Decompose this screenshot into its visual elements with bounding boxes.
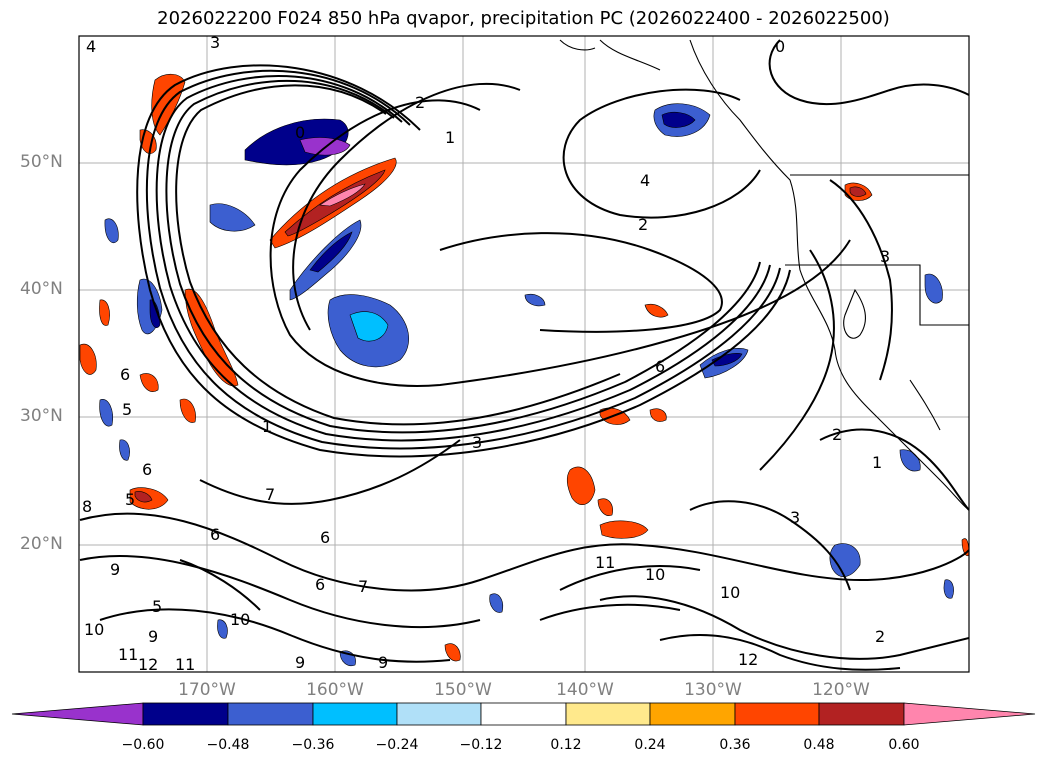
contour-label: 1	[872, 453, 882, 472]
contour-label: 1	[445, 128, 455, 147]
lon-label-150w: 150°W	[434, 680, 492, 700]
lat-label-30n: 30°N	[20, 406, 63, 426]
contour-label: 9	[295, 653, 305, 672]
map-background	[79, 36, 969, 672]
contour-label: 12	[738, 650, 758, 669]
colorbar-tick: −0.60	[121, 737, 165, 753]
contour-label: 2	[832, 425, 842, 444]
lon-label-170w: 170°W	[178, 680, 236, 700]
contour-label: 12	[138, 655, 158, 674]
figure-title: 2026022200 F024 850 hPa qvapor, precipit…	[157, 8, 890, 29]
contour-label: 1	[262, 417, 272, 436]
contour-label: 9	[378, 653, 388, 672]
colorbar-segment	[312, 702, 398, 726]
qvapor-contours	[79, 39, 969, 671]
contour-label: 11	[118, 645, 138, 664]
map-frame	[78, 35, 970, 673]
contour-label: 10	[645, 565, 665, 584]
colorbar-segment	[649, 702, 736, 726]
contour-label: 6	[210, 525, 220, 544]
contour-label: 6	[320, 528, 330, 547]
colorbar-extend-max	[903, 702, 1036, 726]
contour-label: 8	[82, 497, 92, 516]
contour-label: 5	[122, 400, 132, 419]
precipitation-shading	[79, 73, 969, 667]
contour-label: 5	[152, 597, 162, 616]
colorbar-tick: 0.60	[888, 737, 920, 753]
lat-label-20n: 20°N	[20, 534, 63, 554]
colorbar	[11, 702, 1036, 726]
lon-label-160w: 160°W	[306, 680, 364, 700]
colorbar-segment	[480, 702, 567, 726]
contour-label: 3	[472, 433, 482, 452]
lon-label-120w: 120°W	[812, 680, 870, 700]
contour-label: 4	[86, 37, 96, 56]
contour-label: 7	[265, 485, 275, 504]
contour-label: 9	[110, 560, 120, 579]
lon-label-130w: 130°W	[684, 680, 742, 700]
colorbar-segment	[565, 702, 651, 726]
contour-label: 11	[595, 553, 615, 572]
contour-label: 6	[120, 365, 130, 384]
contour-label: 2	[875, 627, 885, 646]
colorbar-segment	[227, 702, 314, 726]
contour-label: 10	[84, 620, 104, 639]
colorbar-segment	[396, 702, 482, 726]
contour-label: 3	[790, 508, 800, 527]
contour-label: 0	[295, 123, 305, 142]
contour-label: 9	[148, 627, 158, 646]
contour-label: 5	[125, 490, 135, 509]
contour-label: 0	[775, 37, 785, 56]
colorbar-tick: −0.48	[206, 737, 250, 753]
colorbar-tick: 0.24	[634, 737, 666, 753]
contour-label: 7	[358, 577, 368, 596]
colorbar-segment	[142, 702, 229, 726]
contour-labels: 4 3 0 2 1 0 4 2 6 6 5 6 5 7 8 9 10 11 12…	[82, 33, 890, 674]
colorbar-segment	[734, 702, 820, 726]
colorbar-tick: 0.36	[719, 737, 751, 753]
colorbar-tick: −0.24	[375, 737, 419, 753]
contour-label: 3	[210, 33, 220, 52]
lat-label-50n: 50°N	[20, 152, 63, 172]
lat-label-40n: 40°N	[20, 279, 63, 299]
contour-label: 2	[638, 215, 648, 234]
contour-label: 3	[880, 247, 890, 266]
lon-label-140w: 140°W	[556, 680, 614, 700]
contour-label: 6	[655, 357, 665, 376]
contour-label: 6	[315, 575, 325, 594]
contour-label: 6	[142, 460, 152, 479]
contour-label: 10	[230, 610, 250, 629]
colorbar-tick: 0.48	[803, 737, 835, 753]
contour-label: 4	[640, 171, 650, 190]
contour-label: 2	[415, 93, 425, 112]
colorbar-tick: −0.36	[291, 737, 335, 753]
contour-label: 11	[175, 655, 195, 674]
contour-label: 10	[720, 583, 740, 602]
coastlines	[559, 39, 969, 511]
colorbar-extend-min	[11, 702, 144, 726]
colorbar-tick: 0.12	[550, 737, 582, 753]
colorbar-tick: −0.12	[459, 737, 503, 753]
colorbar-segment	[818, 702, 905, 726]
